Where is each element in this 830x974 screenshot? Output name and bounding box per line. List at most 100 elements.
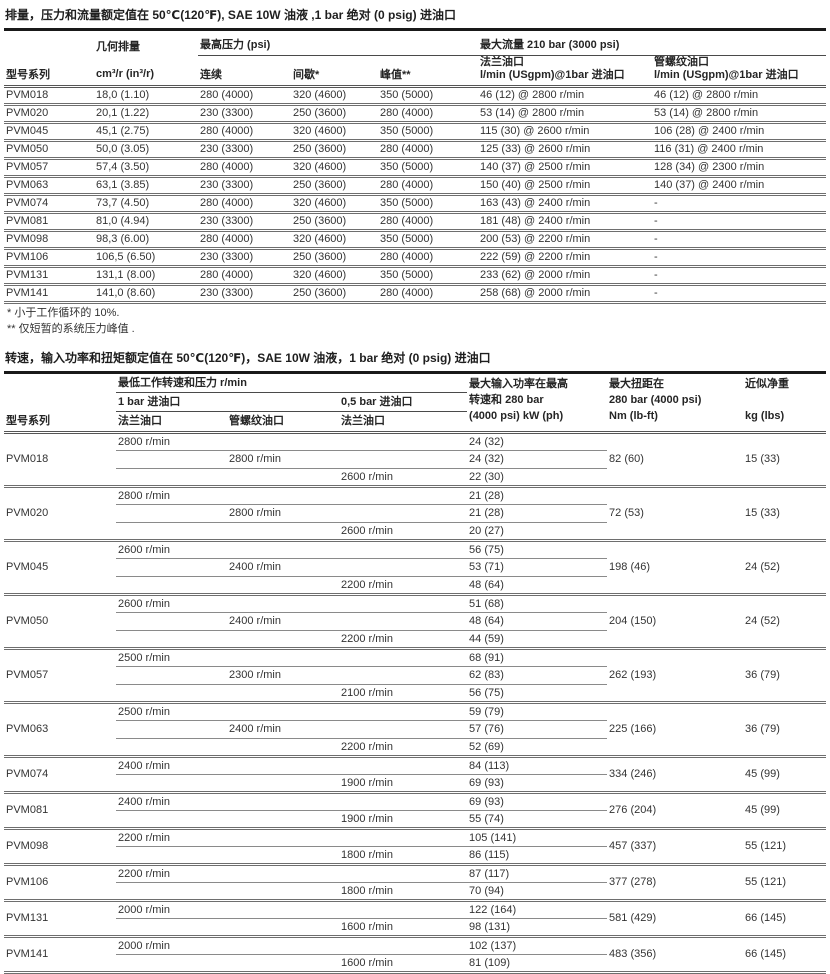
- max-power-line3: (4000 psi) kW (ph): [469, 409, 564, 422]
- torque-cell: 276 (204): [609, 804, 657, 816]
- intermittent-cell: 320 (4600): [293, 269, 347, 281]
- continuous-cell: 230 (3300): [200, 251, 254, 263]
- empty-cell: [116, 954, 227, 972]
- empty-cell: [227, 522, 339, 540]
- empty-cell: [339, 666, 468, 685]
- speed-row: 1800 r/min 86 (115): [4, 846, 826, 864]
- empty-cell: [339, 828, 468, 847]
- model-cell: PVM057: [6, 161, 49, 173]
- ratings-table-header: 型号系列 几何排量 cm³/r (in³/r) 最高压力 (psi) 最大流量 …: [4, 31, 827, 86]
- intermittent-header: 间歇*: [293, 68, 320, 81]
- power-cell: 56 (75): [469, 686, 504, 699]
- intermittent-cell: 320 (4600): [293, 233, 347, 245]
- empty-cell: [227, 900, 339, 919]
- flange-1bar-speed-cell: 2200 r/min: [116, 828, 227, 847]
- weight-cell: 24 (52): [745, 615, 780, 627]
- flange-flow-cell: 125 (33) @ 2600 r/min: [480, 143, 591, 155]
- power-cell: 20 (27): [469, 524, 504, 537]
- intermittent-cell: 250 (3600): [293, 287, 347, 299]
- net-weight-spacer: [745, 392, 826, 408]
- power-cell: 21 (28): [467, 504, 608, 523]
- empty-cell: [339, 900, 468, 919]
- flange-05bar-speed-cell: 2200 r/min: [341, 632, 393, 645]
- net-weight-line1: 近似净重: [745, 377, 790, 390]
- speed-row: 1600 r/min 98 (131): [4, 918, 826, 936]
- power-cell: 87 (117): [467, 864, 608, 883]
- ratings-table: 型号系列 几何排量 cm³/r (in³/r) 最高压力 (psi) 最大流量 …: [4, 31, 827, 304]
- empty-cell: [116, 846, 227, 864]
- empty-cell: [116, 576, 227, 594]
- ratings-row: PVM106 106,5 (6.50) 230 (3300) 250 (3600) 28…: [4, 248, 827, 266]
- empty-cell: [227, 432, 339, 451]
- pipe-port-header: 管螺纹油口 l/min (USgpm)@1bar 进油口: [652, 55, 826, 86]
- continuous-cell: 280 (4000): [200, 269, 254, 281]
- continuous-cell: 280 (4000): [200, 125, 254, 137]
- continuous-cell: 230 (3300): [200, 215, 254, 227]
- pipe-flow-cell: 116 (31) @ 2400 r/min: [654, 143, 764, 155]
- peak-cell: 280 (4000): [380, 251, 434, 263]
- power-cell: 24 (32): [467, 450, 608, 469]
- displacement-cell: 98,3 (6.00): [96, 233, 150, 245]
- peak-cell: 280 (4000): [380, 107, 434, 119]
- pipe-1bar-speed-cell: 2400 r/min: [227, 558, 339, 577]
- flange-flow-cell: 200 (53) @ 2200 r/min: [480, 233, 591, 245]
- weight-cell: 45 (99): [745, 768, 780, 780]
- displacement-cell: 57,4 (3.50): [96, 161, 150, 173]
- speed-row: 2200 r/min 52 (69): [4, 738, 826, 756]
- peak-cell: 280 (4000): [380, 143, 434, 155]
- displacement-cell: 20,1 (1.22): [96, 107, 150, 119]
- empty-cell: [339, 702, 468, 721]
- pipe-flow-cell: -: [654, 269, 658, 281]
- group-pvm141: PVM141 2000 r/min 102 (137) 483 (356) 66 (14…: [4, 936, 827, 972]
- torque-cell: 225 (166): [609, 723, 657, 735]
- torque-cell: 82 (60): [609, 453, 644, 465]
- empty-cell: [116, 774, 227, 792]
- flange-1bar-speed-cell: 2000 r/min: [116, 900, 227, 919]
- model-cell: PVM057: [6, 669, 49, 681]
- speed-row: PVM106 2200 r/min 87 (117) 377 (278) 55 (121…: [4, 864, 826, 888]
- continuous-cell: 280 (4000): [200, 89, 254, 101]
- model-cell: PVM141: [6, 287, 49, 299]
- section2-title: 转速，输入功率和扭矩额定值在 50℃(120℉)，SAE 10W 油液，1 ba…: [4, 346, 826, 374]
- empty-cell: [227, 702, 339, 721]
- speed-row: PVM141 2000 r/min 102 (137) 483 (356) 66 (14…: [4, 936, 826, 960]
- pipe-flow-cell: -: [654, 197, 658, 209]
- group-pvm081: PVM081 2400 r/min 69 (93) 276 (204) 45 (99) …: [4, 792, 827, 828]
- flange-flow-cell: 222 (59) @ 2200 r/min: [480, 251, 591, 263]
- flange-flow-cell: 46 (12) @ 2800 r/min: [480, 89, 585, 101]
- flange-05bar-speed-cell: 1900 r/min: [341, 812, 393, 825]
- max-flow-group-header: 最大流量 210 bar (3000 psi): [478, 31, 827, 56]
- displacement-cell: 63,1 (3.85): [96, 179, 150, 191]
- weight-cell: 66 (145): [745, 912, 787, 924]
- flange-05bar-speed-cell: 1800 r/min: [341, 848, 393, 861]
- pipe-flow-cell: 106 (28) @ 2400 r/min: [654, 125, 765, 137]
- continuous-cell: 280 (4000): [200, 197, 254, 209]
- flange-1bar-speed-cell: 2400 r/min: [116, 756, 227, 775]
- header-row-2: 1 bar 进油口 0,5 bar 进油口: [4, 392, 826, 412]
- max-pressure-group-header: 最高压力 (psi): [198, 31, 478, 56]
- power-cell: 84 (113): [467, 756, 608, 775]
- group-pvm020: PVM020 2800 r/min 21 (28) 72 (53) 15 (33) 28…: [4, 486, 827, 540]
- empty-cell: [227, 864, 339, 883]
- speed-row: 2100 r/min 56 (75): [4, 684, 826, 702]
- model-series-header: 型号系列: [6, 414, 50, 427]
- ratings-row: PVM018 18,0 (1.10) 280 (4000) 320 (4600) 350…: [4, 86, 827, 104]
- flange-1bar-speed-cell: 2500 r/min: [116, 702, 227, 721]
- speed-row: PVM098 2200 r/min 105 (141) 457 (337) 55 (12…: [4, 828, 826, 852]
- continuous-cell: 230 (3300): [200, 143, 254, 155]
- continuous-cell: 230 (3300): [200, 179, 254, 191]
- group-pvm131: PVM131 2000 r/min 122 (164) 581 (429) 66 (14…: [4, 900, 827, 936]
- empty-cell: [116, 810, 227, 828]
- flange-05bar-speed-cell: 2100 r/min: [341, 686, 393, 699]
- empty-cell: [339, 612, 468, 631]
- weight-cell: 55 (121): [745, 876, 787, 888]
- ratings-table-body: PVM018 18,0 (1.10) 280 (4000) 320 (4600) 350…: [4, 86, 827, 302]
- group-pvm050: PVM050 2600 r/min 51 (68) 204 (150) 24 (52) …: [4, 594, 827, 648]
- speed-row: 1900 r/min 69 (93): [4, 774, 826, 792]
- flange-05bar-speed-cell: 1900 r/min: [341, 776, 393, 789]
- torque-cell: 198 (46): [609, 561, 651, 573]
- model-cell: PVM018: [6, 89, 49, 101]
- displacement-cell: 50,0 (3.05): [96, 143, 150, 155]
- model-cell: PVM045: [6, 561, 49, 573]
